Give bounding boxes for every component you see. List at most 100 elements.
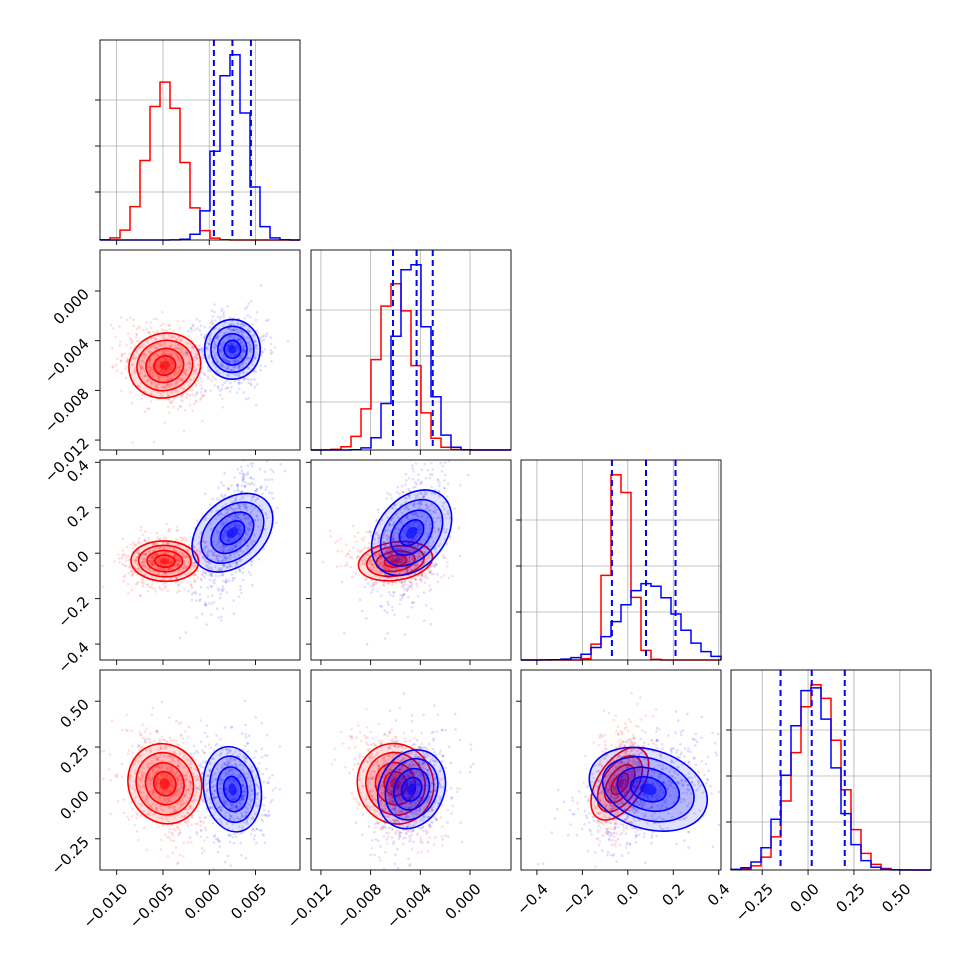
scatter-point xyxy=(410,587,414,590)
scatter-point xyxy=(218,389,222,392)
scatter-point xyxy=(165,818,168,821)
scatter-point xyxy=(241,480,245,483)
scatter-point xyxy=(190,598,194,602)
scatter-point xyxy=(408,525,412,529)
scatter-point xyxy=(436,572,439,576)
scatter-point xyxy=(413,512,417,516)
scatter-point xyxy=(245,506,248,510)
scatter-point xyxy=(389,493,392,497)
scatter-point xyxy=(211,376,215,379)
scatter-point xyxy=(439,461,443,465)
scatter-point xyxy=(195,390,199,394)
scatter-point xyxy=(409,566,412,569)
scatter-point xyxy=(233,832,236,836)
scatter-point xyxy=(222,331,226,335)
scatter-point xyxy=(180,379,183,382)
scatter-point xyxy=(155,729,159,733)
scatter-point xyxy=(147,761,151,765)
scatter-point xyxy=(379,571,382,575)
scatter-point xyxy=(241,478,245,482)
scatter-point xyxy=(366,582,370,585)
scatter-point xyxy=(156,782,159,785)
scatter-point xyxy=(403,633,407,636)
scatter-point xyxy=(224,359,228,362)
scatter-point xyxy=(156,542,160,546)
scatter-point xyxy=(184,564,188,568)
scatter-point xyxy=(168,830,171,834)
scatter-point xyxy=(151,790,155,794)
scatter-point xyxy=(352,546,355,549)
scatter-point xyxy=(143,559,146,563)
scatter-point xyxy=(126,360,129,363)
scatter-point xyxy=(376,533,380,537)
scatter-point xyxy=(340,580,344,584)
scatter-point xyxy=(193,355,196,359)
scatter-point xyxy=(131,572,134,575)
scatter-point xyxy=(237,527,241,531)
scatter-point xyxy=(142,328,145,332)
scatter-point xyxy=(169,383,172,387)
scatter-point xyxy=(429,508,432,512)
scatter-point xyxy=(226,487,230,491)
scatter-point xyxy=(202,356,205,360)
scatter-point xyxy=(446,561,449,564)
scatter-point xyxy=(166,567,170,571)
scatter-point xyxy=(192,591,195,595)
scatter-point xyxy=(446,482,450,485)
scatter-point xyxy=(410,605,414,609)
scatter-point xyxy=(389,576,393,580)
scatter-point xyxy=(170,344,173,347)
scatter-point xyxy=(233,365,237,368)
scatter-point xyxy=(237,532,240,536)
scatter-point xyxy=(253,489,257,493)
scatter-point xyxy=(152,789,156,792)
scatter-point xyxy=(406,560,410,563)
scatter-point xyxy=(175,578,178,581)
scatter-point xyxy=(264,335,268,338)
scatter-point xyxy=(162,336,165,339)
scatter-point xyxy=(427,541,430,545)
scatter-point xyxy=(384,544,387,547)
scatter-point xyxy=(422,619,426,623)
scatter-point xyxy=(226,539,229,542)
scatter-point xyxy=(168,790,172,793)
scatter-point xyxy=(222,587,225,591)
scatter-point xyxy=(411,538,414,541)
scatter-point xyxy=(131,559,135,562)
scatter-point xyxy=(194,822,198,826)
scatter-point xyxy=(400,547,403,551)
scatter-point xyxy=(260,755,264,759)
scatter-point xyxy=(138,776,141,780)
scatter-point xyxy=(219,619,223,622)
scatter-point xyxy=(176,825,179,828)
scatter-point xyxy=(175,576,178,579)
scatter-point xyxy=(175,576,179,579)
scatter-point xyxy=(233,525,236,528)
scatter-point xyxy=(149,750,152,753)
scatter-point xyxy=(185,341,189,345)
scatter-point xyxy=(359,563,363,566)
scatter-point xyxy=(378,576,382,580)
scatter-point xyxy=(158,795,162,798)
scatter-point xyxy=(224,558,228,562)
scatter-point xyxy=(168,352,172,356)
scatter-point xyxy=(232,500,236,504)
scatter-point xyxy=(221,546,225,549)
scatter-point xyxy=(405,561,408,564)
scatter-point xyxy=(405,506,409,510)
scatter-point xyxy=(185,777,189,781)
scatter-point xyxy=(147,537,151,540)
scatter-point xyxy=(225,367,228,371)
scatter-point xyxy=(167,806,170,810)
scatter-point xyxy=(126,815,129,818)
scatter-point xyxy=(184,730,187,733)
scatter-point xyxy=(227,344,230,347)
scatter-point xyxy=(220,481,223,484)
scatter-point xyxy=(178,365,182,369)
scatter-point xyxy=(165,379,169,382)
scatter-point xyxy=(400,584,404,588)
scatter-point xyxy=(238,338,242,342)
scatter-point xyxy=(141,345,144,349)
scatter-point xyxy=(240,495,244,498)
scatter-point xyxy=(245,358,248,361)
